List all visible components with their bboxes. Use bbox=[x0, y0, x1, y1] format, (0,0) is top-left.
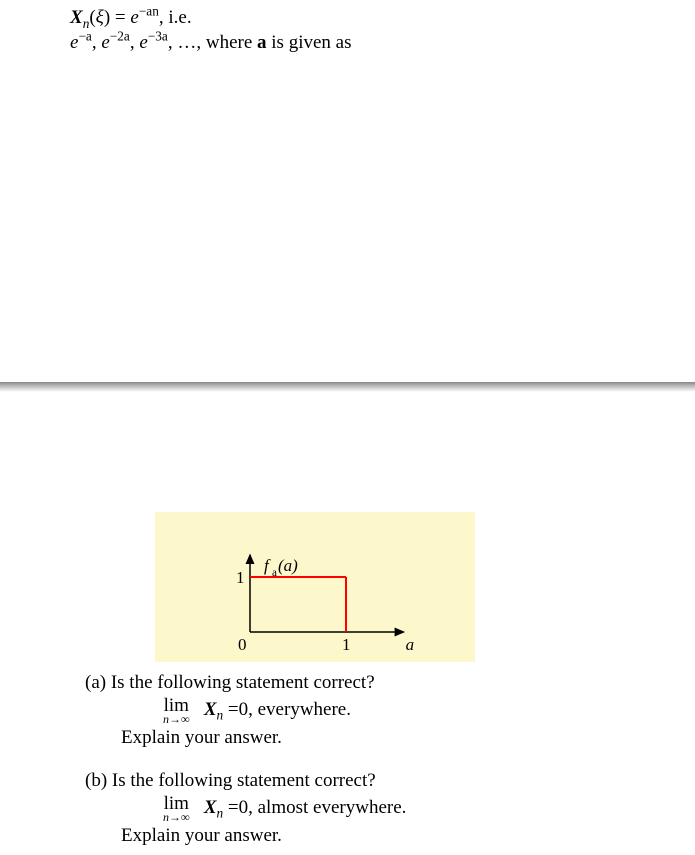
xn-X-b: X bbox=[204, 797, 217, 818]
exp1: −a bbox=[78, 28, 91, 43]
sym-X: X bbox=[70, 7, 83, 28]
svg-text:1: 1 bbox=[236, 568, 245, 587]
svg-text:0: 0 bbox=[238, 635, 247, 654]
qa-b-explain: Explain your answer. bbox=[121, 823, 406, 849]
limit-bot: n→∞ bbox=[163, 713, 190, 725]
line1-after: , i.e. bbox=[159, 7, 192, 28]
line2-tail: , …, where bbox=[168, 32, 257, 53]
e3: e bbox=[139, 32, 147, 53]
a-tail: everywhere. bbox=[258, 699, 351, 720]
sym-xi: ξ bbox=[96, 7, 104, 28]
xn-X-a: X bbox=[204, 699, 217, 720]
limit-icon-b: lim n→∞ bbox=[163, 794, 190, 823]
qa-a-explain: Explain your answer. bbox=[121, 725, 406, 751]
qa-a-limit-line: lim n→∞ Xn =0, everywhere. bbox=[163, 696, 406, 725]
qa-b-limit-line: lim n→∞ Xn =0, almost everywhere. bbox=[163, 794, 406, 823]
figure-svg: 011afa(a) bbox=[155, 512, 475, 662]
exp-an: −an bbox=[139, 4, 159, 19]
exp3: −3a bbox=[148, 28, 168, 43]
equation-line2: e−a, e−2a, e−3a, …, where a is given as bbox=[70, 31, 351, 56]
svg-text:(a): (a) bbox=[278, 556, 298, 575]
sep1: , bbox=[92, 32, 102, 53]
equation-line1: Xn(ξ) = e−an, i.e. bbox=[70, 6, 351, 31]
top-equation-block: Xn(ξ) = e−an, i.e. e−a, e−2a, e−3a, …, w… bbox=[70, 6, 351, 55]
bold-a: a bbox=[257, 32, 267, 53]
svg-text:a: a bbox=[406, 635, 415, 654]
eq-part: ) = bbox=[104, 7, 131, 28]
qa-b-lead: (b) Is the following statement correct? bbox=[85, 768, 406, 794]
exp2: −2a bbox=[110, 28, 130, 43]
questions-block: (a) Is the following statement correct? … bbox=[85, 670, 406, 849]
svg-text:1: 1 bbox=[342, 635, 351, 654]
sep2: , bbox=[130, 32, 140, 53]
figure-pdf: 011afa(a) bbox=[155, 512, 475, 662]
limit-bot-b: n→∞ bbox=[163, 811, 190, 823]
separator-line bbox=[0, 382, 695, 392]
eq-b: =0, bbox=[223, 797, 257, 818]
svg-text:a: a bbox=[272, 567, 277, 579]
qa-a-lead: (a) Is the following statement correct? bbox=[85, 670, 406, 696]
e2: e bbox=[101, 32, 109, 53]
limit-icon: lim n→∞ bbox=[163, 696, 190, 725]
line2-end: is given as bbox=[267, 32, 352, 53]
svg-text:f: f bbox=[264, 556, 271, 575]
sym-e: e bbox=[130, 7, 138, 28]
b-tail: almost everywhere. bbox=[258, 797, 407, 818]
eq-a: =0, bbox=[223, 699, 257, 720]
